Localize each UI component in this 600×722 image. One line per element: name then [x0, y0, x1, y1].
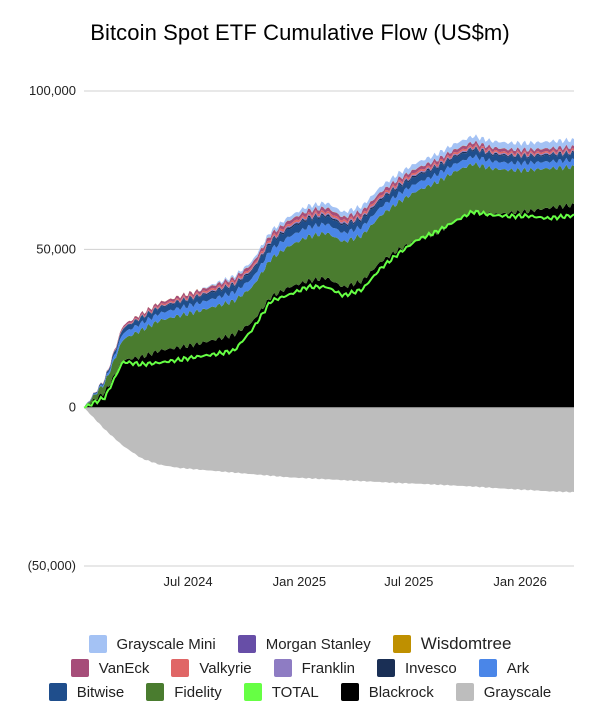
legend-label: Morgan Stanley [265, 635, 371, 653]
y-tick-label: 100,000 [29, 83, 76, 98]
legend-label: Invesco [405, 659, 457, 677]
legend-swatch [243, 683, 262, 701]
legend-swatch [455, 683, 474, 701]
legend-item-total: TOTAL [243, 683, 319, 701]
legend-item-grayscale: Grayscale [455, 683, 552, 701]
legend-item-franklin: Franklin [273, 659, 355, 677]
x-tick-label: Jul 2025 [384, 574, 433, 589]
legend-swatch [392, 635, 411, 653]
legend: Grayscale Mini Morgan Stanley Wisdomtree… [0, 632, 600, 704]
legend-swatch [273, 659, 292, 677]
y-tick-label: (50,000) [28, 558, 76, 573]
x-tick-label: Jul 2024 [163, 574, 212, 589]
legend-label: Valkyrie [199, 659, 252, 677]
legend-row: Bitwise Fidelity TOTAL Blackrock Graysca… [0, 680, 600, 704]
legend-label: Franklin [301, 659, 355, 677]
legend-label: Fidelity [174, 683, 222, 701]
legend-swatch [146, 683, 165, 701]
legend-row: VanEck Valkyrie Franklin Invesco Ark [0, 656, 600, 680]
legend-item-vaneck: VanEck [70, 659, 150, 677]
legend-label: Grayscale [483, 683, 552, 701]
y-tick-label: 50,000 [36, 241, 76, 256]
legend-swatch [171, 659, 190, 677]
legend-item-grayscale-mini: Grayscale Mini [88, 635, 216, 653]
legend-swatch [478, 659, 497, 677]
y-tick-label: 0 [69, 400, 76, 415]
legend-swatch [88, 635, 107, 653]
legend-swatch [70, 659, 89, 677]
legend-label: TOTAL [271, 683, 319, 701]
line-total [83, 209, 575, 409]
area-blackrock [84, 203, 574, 408]
legend-label: Ark [506, 659, 530, 677]
legend-item-valkyrie: Valkyrie [171, 659, 252, 677]
legend-item-invesco: Invesco [377, 659, 457, 677]
x-tick-label: Jan 2025 [273, 574, 327, 589]
legend-item-blackrock: Blackrock [340, 683, 434, 701]
legend-item-ark: Ark [478, 659, 530, 677]
legend-label: Bitwise [76, 683, 125, 701]
legend-item-morgan-stanley: Morgan Stanley [237, 635, 371, 653]
chart: 100,000 50,000 0 (50,000) Jul 2024 Jan 2025 Ju… [28, 83, 575, 589]
legend-swatch [340, 683, 359, 701]
legend-label: VanEck [98, 659, 150, 677]
area-grayscale [84, 407, 574, 493]
legend-label: Blackrock [368, 683, 434, 701]
legend-swatch [237, 635, 256, 653]
legend-swatch [48, 683, 67, 701]
legend-item-fidelity: Fidelity [146, 683, 222, 701]
legend-row: Grayscale Mini Morgan Stanley Wisdomtree [0, 632, 600, 656]
chart-title: Bitcoin Spot ETF Cumulative Flow (US$m) [90, 20, 510, 45]
legend-label: Wisdomtree [420, 634, 512, 653]
legend-label: Grayscale Mini [116, 635, 216, 653]
legend-item-bitwise: Bitwise [48, 683, 125, 701]
x-tick-label: Jan 2026 [493, 574, 547, 589]
legend-item-wisdomtree: Wisdomtree [392, 634, 512, 654]
legend-swatch [377, 659, 395, 677]
